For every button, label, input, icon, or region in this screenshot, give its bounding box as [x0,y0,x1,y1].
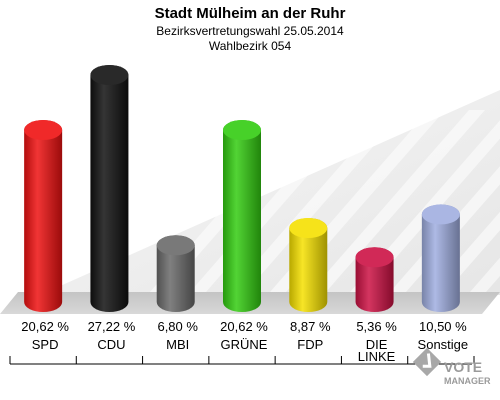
bar-4 [223,120,261,312]
chart-subtitle: Bezirksvertretungswahl 25.05.2014 [156,24,344,38]
value-label: 5,36 % [356,319,397,334]
category-label: Sonstige [418,337,469,352]
chart-title: Stadt Mülheim an der Ruhr [155,5,346,22]
bar-top-6 [355,247,394,268]
bar-top-5 [289,218,328,239]
background-stripe [470,257,500,292]
bars-group [24,65,460,312]
category-label: GRÜNE [221,337,268,352]
value-label: 6,80 % [157,319,198,334]
background-stripe [350,120,500,292]
bar-top-7 [421,204,460,225]
category-label: DIE [366,337,388,352]
bar-top-3 [156,235,195,256]
chart-district: Wahlbezirk 054 [209,39,292,53]
category-label: CDU [97,337,125,352]
watermark-line2: MANAGER [444,376,491,386]
bar-top-4 [223,120,261,141]
value-label: 27,22 % [88,319,136,334]
background-stripe [230,110,405,292]
category-axis [9,356,475,365]
value-label: 20,62 % [220,319,268,334]
bar-top-2 [90,65,129,85]
category-label: SPD [32,337,59,352]
value-label: 8,87 % [290,319,331,334]
bar-2 [90,65,129,312]
bar-7 [421,204,460,312]
bar-top-1 [24,120,63,141]
category-label: FDP [297,337,323,352]
value-label: 10,50 % [419,319,467,334]
bar-3 [156,235,195,312]
bar-5 [289,218,328,312]
bar-1 [24,120,63,312]
value-labels-group: 20,62 % 27,22 % 6,80 % 20,62 % 8,87 % 5,36 % 1… [21,319,467,334]
watermark-line1: VOTE [444,359,482,375]
value-label: 20,62 % [21,319,69,334]
category-label: MBI [166,337,189,352]
background-stripe [310,110,485,292]
category-label: LINKE [358,349,396,364]
